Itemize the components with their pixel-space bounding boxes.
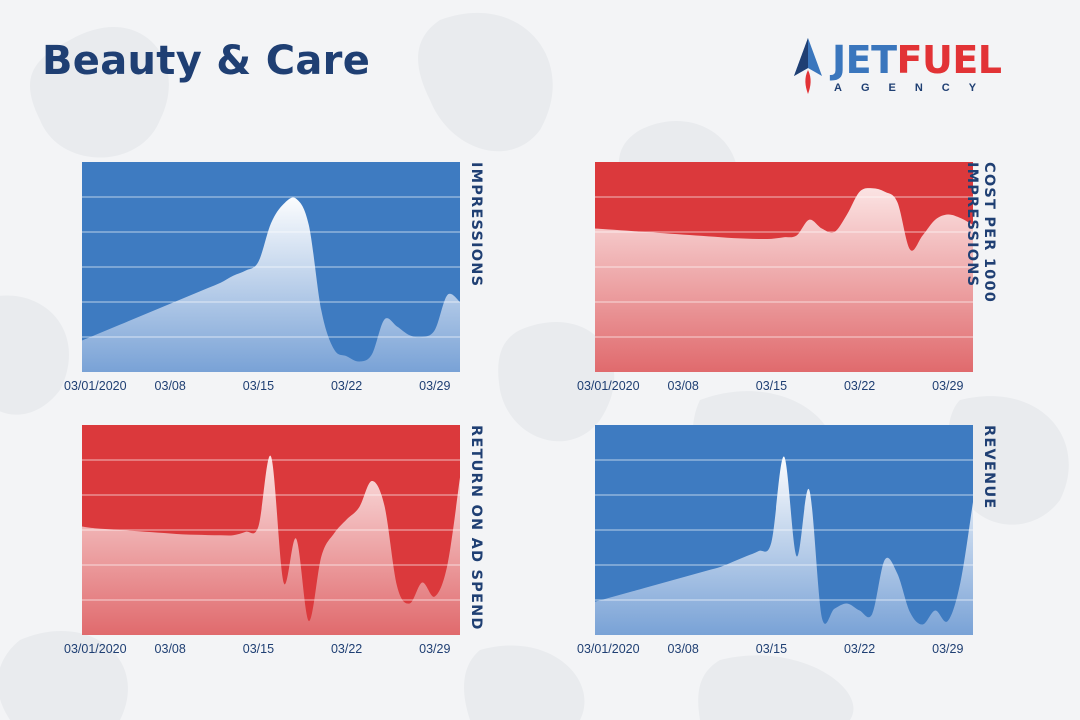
x-tick-label: 03/01/2020 (64, 642, 127, 656)
logo-agency: AGENCY (834, 82, 996, 94)
chart-svg: 03/01/2020 03/08 03/15 03/22 03/29 REVENUE (577, 425, 997, 656)
logo-fuel: FUEL (896, 38, 1003, 82)
chart-cost-per-1000-impressions: 03/01/2020 03/08 03/15 03/22 03/29 COST PER 1… (575, 162, 1030, 404)
chart-return-on-ad-spend: 03/01/2020 03/08 03/15 03/22 03/29 RETURN ON … (62, 425, 502, 667)
x-tick-label: 03/01/2020 (577, 379, 640, 393)
series-area (82, 197, 460, 372)
page-title: Beauty & Care (42, 38, 371, 84)
jetfuel-logo: JETFUEL AGENCY (788, 36, 1048, 100)
x-tick-label: 03/08 (155, 379, 186, 393)
rocket-icon (794, 38, 822, 94)
x-tick-label: 03/29 (419, 379, 450, 393)
y-axis-label: REVENUE (981, 425, 997, 509)
chart-revenue: 03/01/2020 03/08 03/15 03/22 03/29 REVENUE (575, 425, 1015, 667)
chart-svg: 03/01/2020 03/08 03/15 03/22 03/29 COST PER 1… (577, 162, 997, 393)
chart-svg: 03/01/2020 03/08 03/15 03/22 03/29 IMPRESSION… (64, 162, 484, 393)
x-tick-label: 03/08 (668, 379, 699, 393)
series-area (595, 188, 973, 372)
x-tick-label: 03/15 (243, 642, 274, 656)
y-axis-label-text: REVENUE (981, 425, 997, 509)
y-axis-label: IMPRESSIONS (468, 162, 484, 287)
x-tick-label: 03/15 (756, 379, 787, 393)
x-tick-label: 03/22 (331, 379, 362, 393)
x-tick-label: 03/22 (331, 642, 362, 656)
x-tick-label: 03/29 (932, 379, 963, 393)
x-tick-label: 03/29 (419, 642, 450, 656)
logo-wordmark: JETFUEL (832, 38, 1002, 82)
x-tick-label: 03/01/2020 (64, 379, 127, 393)
logo-jet: JET (832, 38, 897, 82)
x-tick-label: 03/08 (155, 642, 186, 656)
x-tick-label: 03/22 (844, 379, 875, 393)
y-axis-label-text: COST PER 1000IMPRESSIONS (964, 162, 997, 303)
x-tick-label: 03/22 (844, 642, 875, 656)
x-tick-label: 03/15 (243, 379, 274, 393)
x-tick-label: 03/15 (756, 642, 787, 656)
x-tick-label: 03/08 (668, 642, 699, 656)
chart-svg: 03/01/2020 03/08 03/15 03/22 03/29 RETURN ON … (64, 425, 484, 656)
series-area (595, 456, 973, 635)
y-axis-label-text: RETURN ON AD SPEND (468, 425, 484, 631)
x-tick-label: 03/01/2020 (577, 642, 640, 656)
y-axis-label: COST PER 1000IMPRESSIONS (964, 162, 997, 303)
chart-impressions: 03/01/2020 03/08 03/15 03/22 03/29 IMPRESSION… (62, 162, 502, 404)
series-area (82, 455, 460, 635)
y-axis-label-text: IMPRESSIONS (468, 162, 484, 287)
x-tick-label: 03/29 (932, 642, 963, 656)
y-axis-label: RETURN ON AD SPEND (468, 425, 484, 631)
